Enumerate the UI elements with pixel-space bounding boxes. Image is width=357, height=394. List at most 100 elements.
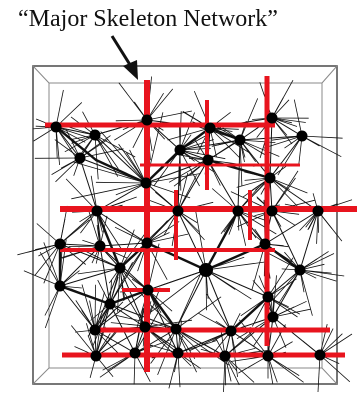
mesh-spike bbox=[72, 161, 147, 184]
mesh-spike bbox=[209, 127, 251, 154]
mesh-edge bbox=[119, 267, 146, 328]
frame-corner-edge bbox=[321, 367, 338, 385]
mesh-edge bbox=[109, 303, 146, 328]
network-node bbox=[50, 121, 62, 133]
network-node bbox=[262, 350, 274, 362]
network-node bbox=[204, 122, 216, 134]
mesh-spike bbox=[55, 126, 60, 166]
mesh-spike bbox=[34, 243, 61, 276]
mesh-spike bbox=[239, 139, 243, 187]
network-node bbox=[54, 280, 66, 292]
mesh-spike bbox=[79, 148, 124, 159]
network-node bbox=[219, 350, 231, 362]
mesh-spike bbox=[81, 284, 96, 331]
mesh-edge bbox=[177, 159, 209, 212]
mesh-spike bbox=[195, 211, 207, 271]
mesh-edge bbox=[205, 269, 269, 298]
mesh-spike bbox=[267, 355, 304, 383]
mesh-spike bbox=[94, 134, 119, 177]
network-node bbox=[104, 298, 116, 310]
mesh-edge bbox=[99, 242, 148, 247]
network-node bbox=[267, 311, 279, 323]
structural-edge bbox=[94, 158, 148, 185]
mesh-edge bbox=[177, 330, 232, 354]
mesh-spike bbox=[175, 273, 202, 330]
mesh-spike bbox=[95, 316, 102, 357]
mesh-spike bbox=[271, 117, 306, 123]
mesh-edge bbox=[146, 210, 179, 244]
pointer-arrow-head bbox=[123, 60, 138, 80]
mesh-edge bbox=[59, 243, 101, 247]
network-node bbox=[91, 205, 103, 217]
mesh-spike bbox=[238, 355, 269, 374]
mesh-edge bbox=[205, 269, 232, 332]
network-node bbox=[266, 205, 278, 217]
mesh-edge bbox=[59, 245, 101, 287]
mesh-spike bbox=[75, 300, 96, 331]
mesh-edge bbox=[175, 269, 207, 330]
mesh-edge bbox=[119, 267, 149, 291]
network-node bbox=[296, 130, 308, 142]
mesh-edge bbox=[94, 134, 147, 184]
mesh-edge bbox=[109, 267, 121, 305]
mesh-spike bbox=[299, 251, 329, 271]
mesh-spike bbox=[271, 80, 294, 119]
structural-edge bbox=[204, 209, 240, 272]
mesh-edge bbox=[145, 159, 209, 184]
network-node bbox=[264, 172, 276, 184]
network-node bbox=[172, 347, 184, 359]
mesh-spike bbox=[319, 354, 351, 383]
network-node bbox=[141, 237, 153, 249]
frame-corner-edge bbox=[32, 367, 50, 385]
network-node bbox=[314, 349, 326, 361]
mesh-spike bbox=[293, 99, 303, 137]
network-node bbox=[54, 238, 66, 250]
mesh-spike bbox=[44, 285, 61, 329]
mesh-spike bbox=[96, 210, 122, 250]
mesh-edge bbox=[55, 126, 81, 159]
mesh-spike bbox=[277, 135, 303, 176]
mesh-spike bbox=[94, 134, 136, 158]
mesh-spike bbox=[263, 135, 303, 149]
mesh-spike bbox=[271, 177, 296, 212]
mesh-spike bbox=[146, 233, 189, 244]
mesh-spike bbox=[177, 352, 181, 388]
mesh-edge bbox=[94, 289, 149, 331]
mesh-edge bbox=[147, 269, 207, 291]
outer-frame bbox=[32, 65, 338, 385]
mesh-spike bbox=[145, 182, 191, 199]
network-node bbox=[199, 263, 213, 277]
network-node bbox=[170, 323, 182, 335]
mesh-edge bbox=[272, 316, 321, 356]
mesh-edge bbox=[269, 177, 319, 212]
structural-edge bbox=[146, 288, 178, 331]
mesh-spike bbox=[238, 319, 269, 357]
mesh-edge bbox=[59, 285, 96, 331]
mesh-edge bbox=[271, 117, 303, 137]
mesh-edge bbox=[96, 210, 148, 244]
mesh-spike bbox=[77, 267, 121, 275]
mesh-spike bbox=[126, 152, 147, 184]
mesh-edge bbox=[269, 135, 303, 179]
mesh-spike bbox=[239, 139, 280, 157]
mesh-edge bbox=[147, 289, 179, 354]
mesh-spike bbox=[100, 131, 147, 184]
mesh-spike bbox=[223, 355, 226, 393]
mesh-edge bbox=[177, 210, 207, 271]
network-node bbox=[225, 325, 237, 337]
mesh-spike bbox=[153, 149, 181, 187]
mesh-edge bbox=[269, 177, 273, 212]
mesh-spike bbox=[267, 278, 297, 298]
network-node bbox=[114, 262, 126, 274]
frame-corner-edge bbox=[32, 65, 50, 84]
mesh-spike bbox=[167, 127, 211, 141]
mesh-edge bbox=[237, 139, 241, 212]
mesh-spike bbox=[118, 82, 148, 121]
mesh-edge bbox=[177, 149, 181, 212]
mesh-spike bbox=[237, 210, 247, 246]
network-node bbox=[141, 114, 153, 126]
mesh-edge bbox=[134, 328, 177, 354]
mesh-spike bbox=[43, 242, 61, 287]
mesh-spike bbox=[87, 206, 101, 247]
mesh-spike bbox=[317, 354, 321, 393]
